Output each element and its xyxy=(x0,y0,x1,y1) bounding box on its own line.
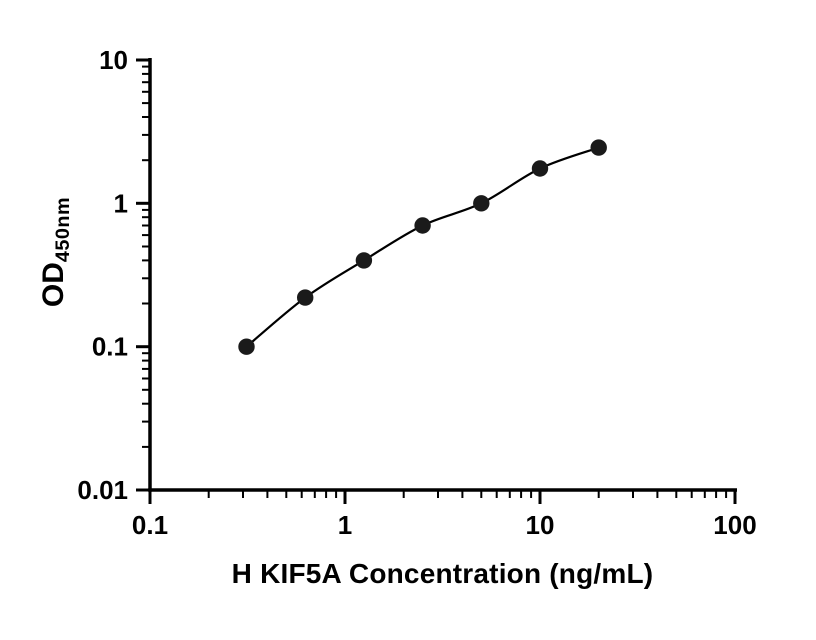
data-point xyxy=(414,217,431,234)
standard-curve-line xyxy=(245,146,600,348)
x-tick-label: 10 xyxy=(526,510,555,540)
data-point xyxy=(238,338,255,355)
y-axis-title-subscript: 450nm xyxy=(51,196,74,263)
x-tick-label: 0.1 xyxy=(132,510,168,540)
data-point xyxy=(473,195,490,212)
y-tick-label: 0.1 xyxy=(92,332,128,362)
data-point xyxy=(590,139,607,156)
x-tick-label: 100 xyxy=(713,510,756,540)
y-tick-label: 0.01 xyxy=(77,475,128,505)
x-axis-title: H KIF5A Concentration (ng/mL) xyxy=(231,558,654,589)
data-point xyxy=(355,252,373,269)
data-point xyxy=(297,289,314,306)
data-point xyxy=(531,160,549,177)
x-tick-label: 1 xyxy=(338,510,352,540)
y-axis-title: OD450nm xyxy=(37,197,75,307)
y-tick-label: 1 xyxy=(114,188,128,218)
y-tick-label: 10 xyxy=(99,45,128,75)
y-axis-title-main: OD xyxy=(37,262,71,308)
